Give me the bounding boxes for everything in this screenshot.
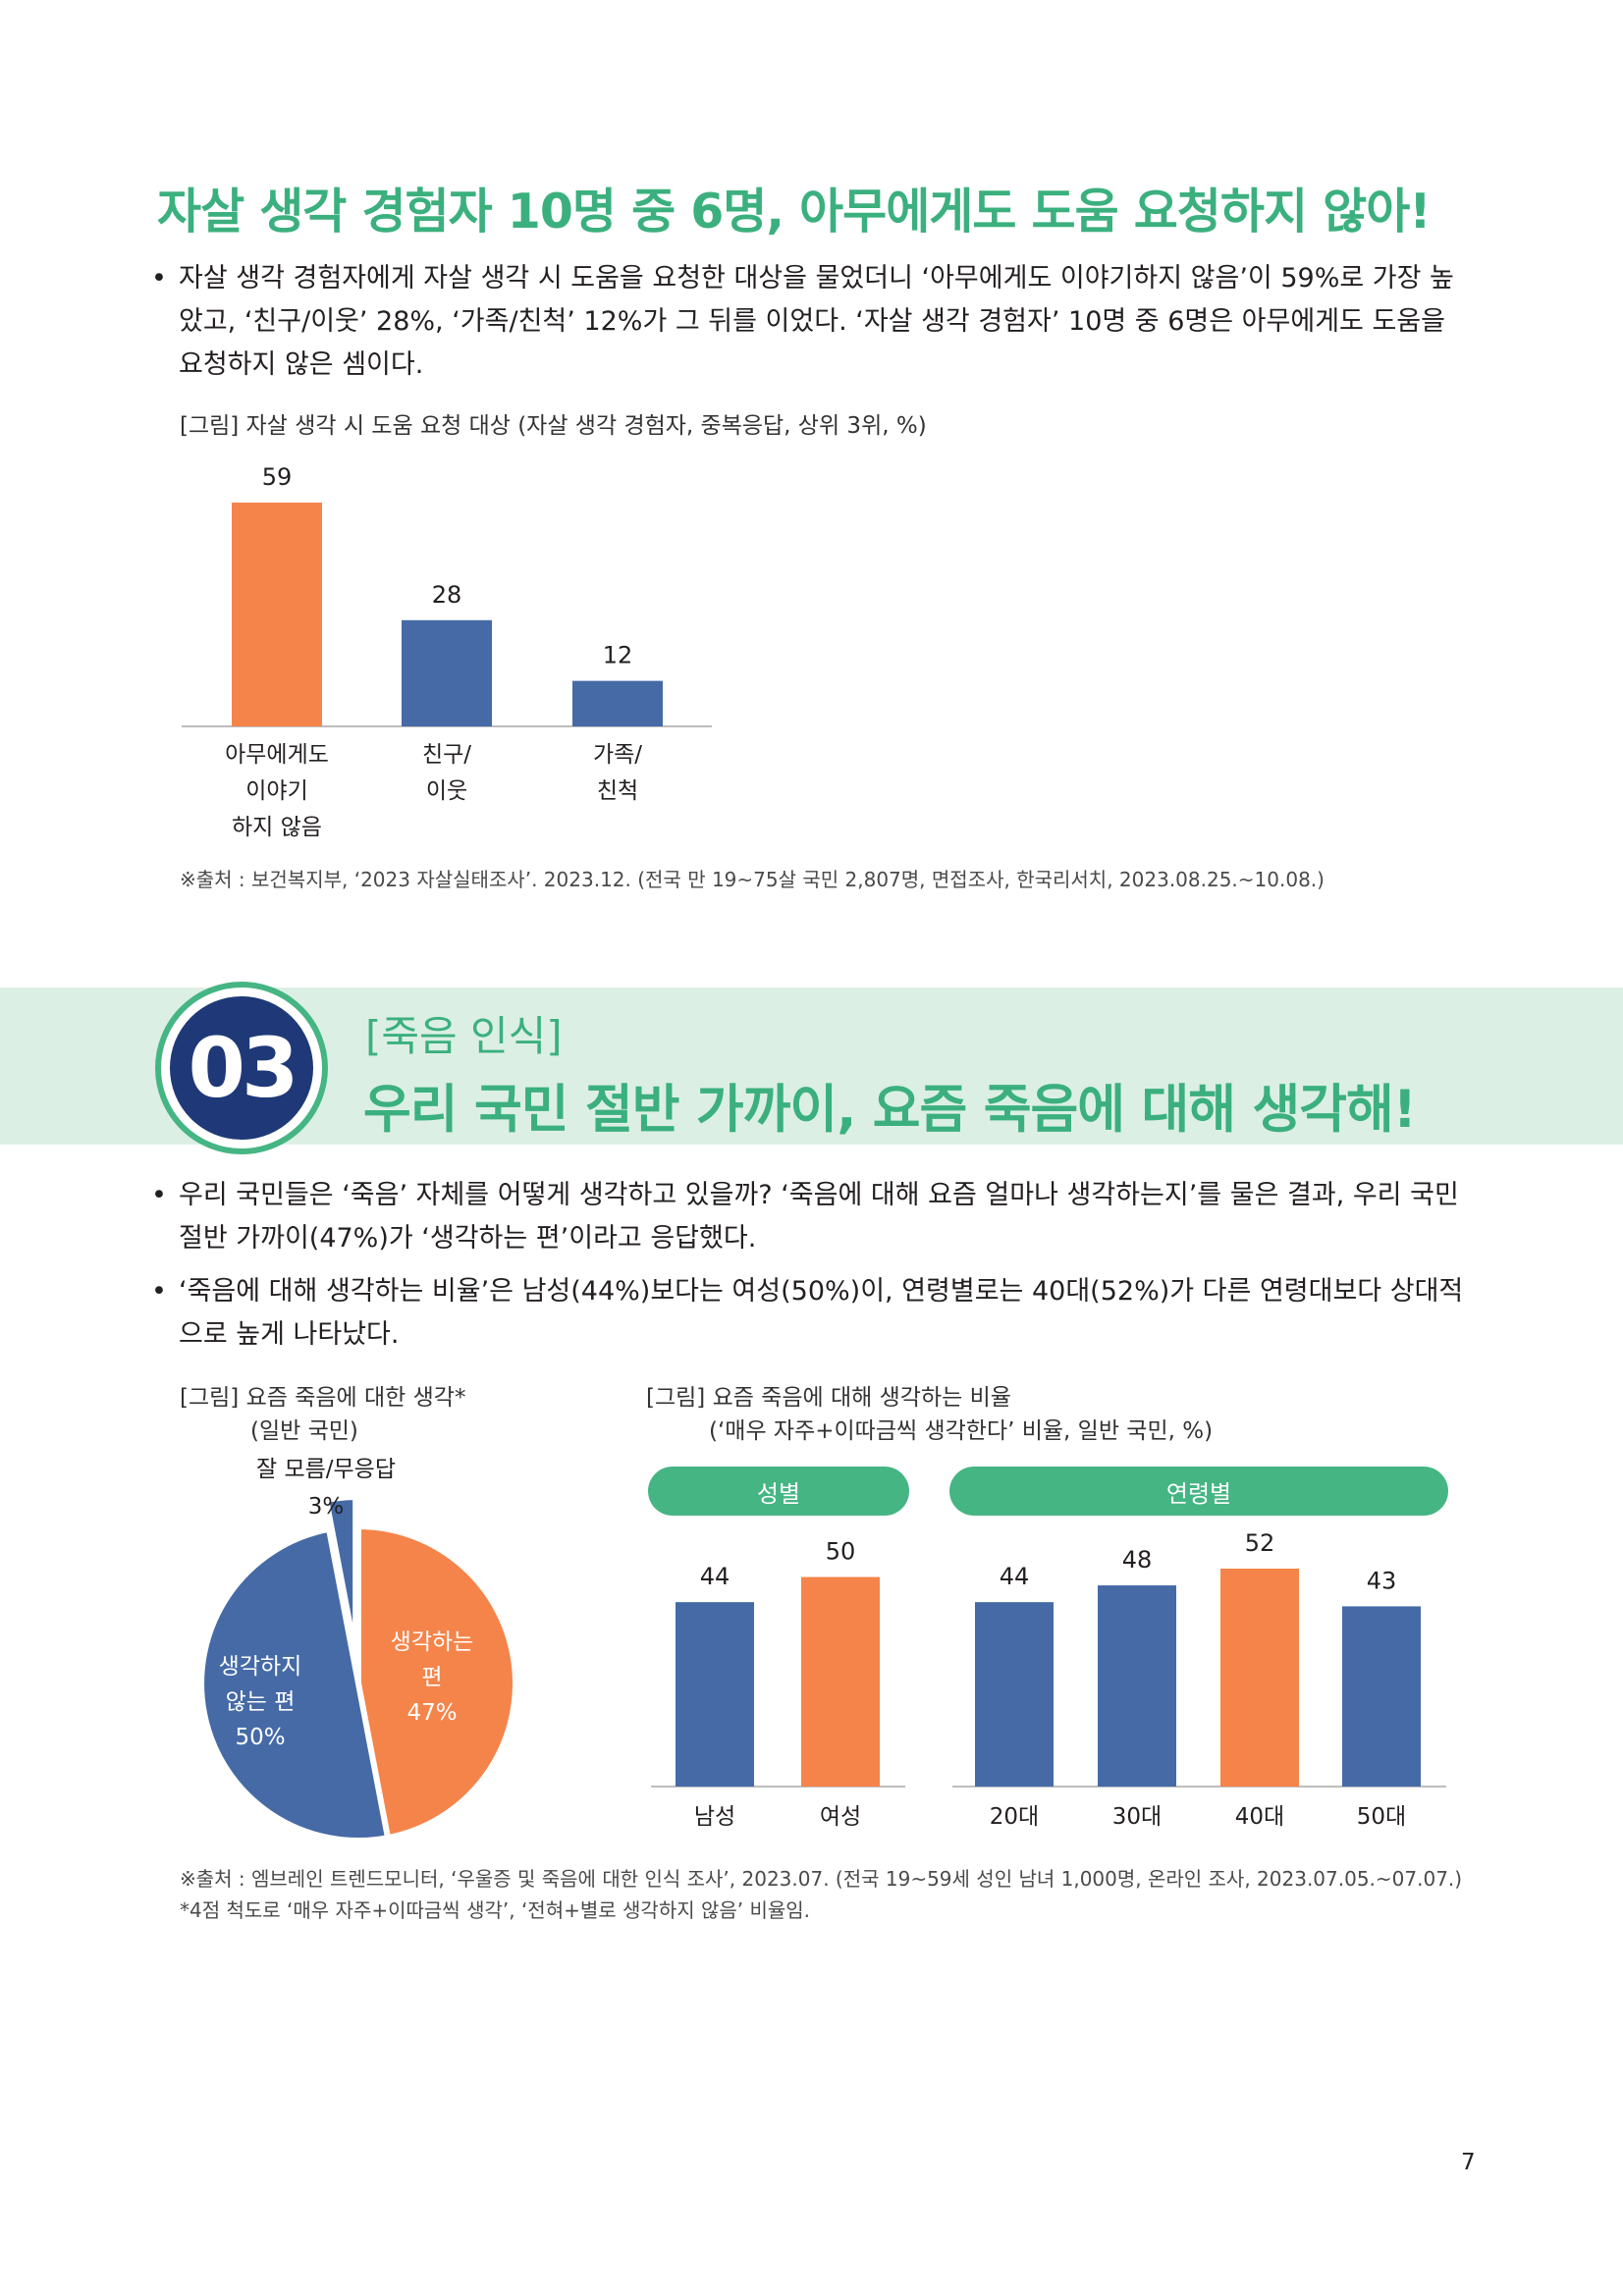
chart1-category-label-0-1: 이야기 [245, 778, 307, 804]
section1-source: ※출처 : 보건복지부, ‘2023 자살실태조사’. 2023.12. (전국… [180, 868, 1325, 891]
chart1-value-label-2: 12 [603, 642, 633, 669]
chart3-value-label-0-1: 50 [826, 1538, 856, 1566]
chart3-value-label-1-2: 52 [1245, 1529, 1275, 1557]
chart1-bar-2 [572, 680, 663, 726]
bar-caption-line1: [그림] 요즘 죽음에 대해 생각하는 비율 [646, 1385, 1011, 1411]
section2-source-line1: ※출처 : 엠브레인 트렌드모니터, ‘우울증 및 죽음에 대한 인식 조사’,… [180, 1867, 1463, 1891]
pie-label-not-thinking-0: 생각하지 [219, 1654, 302, 1680]
section2-source-line2: *4점 척도로 ‘매우 자주+이따금씩 생각’, ‘전혀+별로 생각하지 않음’… [180, 1898, 811, 1922]
pie-caption-line2: (일반 국민) [250, 1418, 358, 1444]
pie-label-not-thinking-1: 않는 편 [226, 1689, 296, 1715]
pie-label-not-thinking-2: 50% [235, 1725, 285, 1750]
pie-label-unknown-0: 잘 모름/무응답 [256, 1457, 396, 1482]
section2-bullet-2: ‘죽음에 대해 생각하는 비율’은 남성(44%)보다는 여성(50%)이, 연… [147, 1270, 1473, 1357]
chart3-category-label-1-0: 20대 [990, 1804, 1039, 1830]
chart3-value-label-0-0: 44 [700, 1563, 730, 1590]
pie-slice-2 [322, 1494, 359, 1655]
chart3-bar-1-0 [975, 1602, 1054, 1787]
section1-body: 자살 생각 경험자에게 자살 생각 시 도움을 요청한 대상을 물었더니 ‘아무… [147, 257, 1473, 387]
chart1-category-label-1-0: 친구/ [422, 742, 471, 768]
pie-label-thinking-2: 47% [406, 1700, 457, 1726]
page-number: 7 [1461, 2150, 1476, 2175]
chart3-value-label-1-1: 48 [1122, 1546, 1153, 1574]
chart3-bar-1-1 [1098, 1585, 1176, 1787]
pie-label-thinking-0: 생각하는 [391, 1629, 474, 1655]
chart1-value-label-1: 28 [432, 581, 462, 609]
chart3-bar-0-1 [801, 1576, 880, 1787]
pie-caption-line1: [그림] 요즘 죽음에 대한 생각* [180, 1385, 466, 1411]
pie-label-thinking-1: 편 [421, 1665, 442, 1690]
chart1-bar-1 [402, 619, 492, 726]
chart3-category-label-1-2: 40대 [1235, 1804, 1284, 1830]
bar-caption-line2: (‘매우 자주+이따금씩 생각한다’ 비율, 일반 국민, %) [709, 1418, 1214, 1444]
chart3-bar-1-2 [1220, 1569, 1299, 1787]
chart3-category-label-1-3: 50대 [1357, 1804, 1406, 1830]
chart1-category-label-1-1: 이웃 [426, 778, 467, 804]
section2-tag: [죽음 인식] [365, 1012, 563, 1060]
pill-age: 연령별 [949, 1467, 1448, 1516]
chart3-value-label-1-3: 43 [1367, 1567, 1397, 1594]
chart3-category-label-1-1: 30대 [1112, 1804, 1162, 1830]
pie-label-unknown-1: 3% [308, 1494, 345, 1520]
section1-bullet: 자살 생각 경험자에게 자살 생각 시 도움을 요청한 대상을 물었더니 ‘아무… [147, 257, 1473, 387]
death-thought-ratio-bar-chart: 44 남성 50 여성 44 20대 48 30대 52 40대 43 50대 [651, 1529, 1446, 1830]
chart1-bar-0 [232, 503, 322, 726]
section-number: 03 [170, 996, 313, 1140]
section2-title: 우리 국민 절반 가까이, 요즘 죽음에 대해 생각해! [363, 1080, 1417, 1140]
chart1-value-label-0: 59 [262, 463, 293, 491]
section2-bullet-1: 우리 국민들은 ‘죽음’ 자체를 어떻게 생각하고 있을까? ‘죽음에 대해 요… [147, 1174, 1473, 1260]
chart1-category-label-0-0: 아무에게도 [225, 742, 329, 768]
chart1-category-label-2-1: 친척 [597, 778, 638, 804]
chart1-category-label-2-0: 가족/ [593, 742, 642, 768]
chart1-category-label-0-2: 하지 않음 [232, 815, 322, 840]
chart3-category-label-0-1: 여성 [820, 1804, 861, 1830]
chart3-bar-0-0 [676, 1602, 754, 1787]
section2-body: 우리 국민들은 ‘죽음’ 자체를 어떻게 생각하고 있을까? ‘죽음에 대해 요… [147, 1174, 1473, 1357]
pill-gender: 성별 [648, 1467, 909, 1516]
pie-slice-1 [198, 1525, 392, 1843]
pie-slice-0 [355, 1522, 518, 1842]
section-number-badge: 03 [155, 982, 328, 1154]
figure1-caption: [그림] 자살 생각 시 도움 요청 대상 (자살 생각 경험자, 중복응답, … [180, 413, 927, 439]
chart3-bar-1-3 [1342, 1606, 1421, 1787]
section1-title: 자살 생각 경험자 10명 중 6명, 아무에게도 도움 요청하지 않아! [157, 184, 1432, 240]
chart3-value-label-1-0: 44 [1000, 1563, 1030, 1590]
chart3-category-label-0-0: 남성 [694, 1804, 735, 1830]
